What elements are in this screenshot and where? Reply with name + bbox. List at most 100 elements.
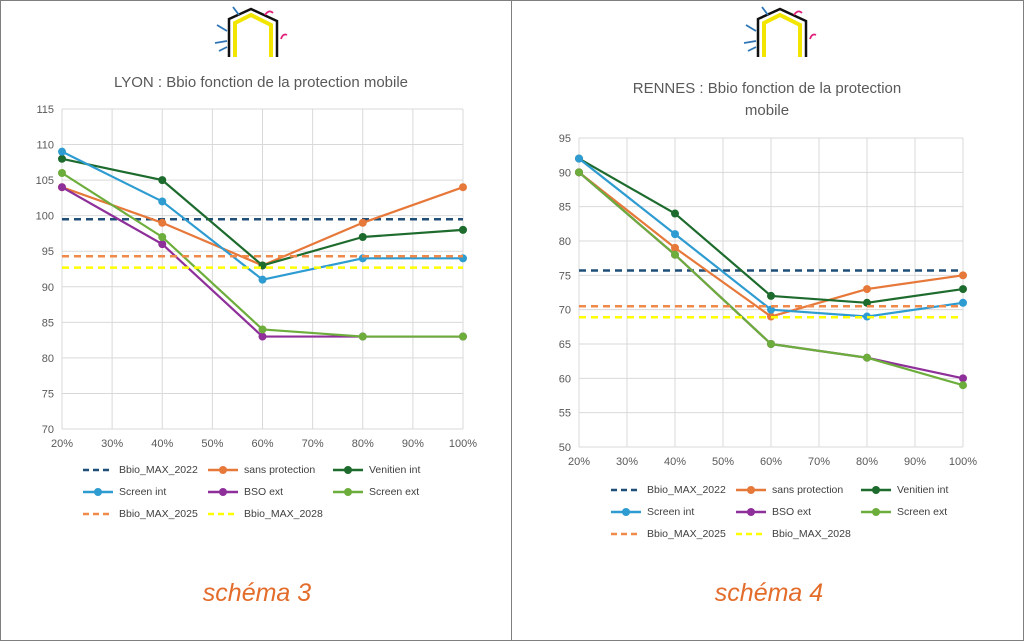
legend-label: Venitien int bbox=[897, 484, 949, 496]
y-tick-label: 115 bbox=[36, 104, 54, 116]
data-point-screen-ext bbox=[767, 340, 775, 348]
y-tick-label: 70 bbox=[559, 305, 571, 317]
y-tick-label: 60 bbox=[559, 373, 571, 385]
legend-swatch bbox=[83, 468, 113, 472]
legend-swatch bbox=[83, 512, 113, 516]
data-point-sans-protection bbox=[959, 271, 967, 280]
chart-title: RENNES : Bbio fonction de la protection … bbox=[632, 80, 902, 119]
y-tick-label: 90 bbox=[42, 282, 54, 294]
data-point-screen-int bbox=[575, 154, 583, 163]
legend-swatch bbox=[208, 488, 238, 496]
data-point-bso-ext bbox=[58, 183, 66, 192]
data-point-venitien-int bbox=[358, 233, 367, 241]
legend-swatch bbox=[611, 532, 641, 536]
legend-swatch bbox=[208, 466, 238, 474]
legend-label: BSO ext bbox=[772, 506, 812, 518]
line-chart-lyon: 70 75 80 85 90 95 100 105 110 115 20% 30% 40% 50% 60% 7… bbox=[36, 104, 478, 450]
chart-panel-rennes: RENNES : Bbio fonction de la protection … bbox=[511, 0, 1024, 641]
line-chart-rennes: 50 55 60 65 70 75 80 85 90 95 20% 30% 40% 50% 60% 70% 80… bbox=[559, 133, 978, 468]
data-point-venitien-int bbox=[158, 176, 167, 185]
y-tick-label: 70 bbox=[42, 424, 54, 436]
legend-label: Bbio_MAX_2025 bbox=[647, 528, 726, 540]
schema-caption: schéma 3 bbox=[202, 579, 312, 607]
legend-swatch bbox=[861, 508, 891, 516]
x-tick-label: 50% bbox=[201, 438, 223, 450]
legend-swatch bbox=[736, 508, 766, 516]
y-tick-label: 85 bbox=[42, 317, 54, 329]
y-tick-label: 95 bbox=[559, 133, 571, 145]
chart-legend: Bbio_MAX_2022 sans protection Venitien int… bbox=[512, 483, 1017, 548]
legend-swatch bbox=[83, 488, 113, 496]
legend-swatch bbox=[208, 512, 238, 516]
data-point-sans-protection bbox=[459, 183, 467, 192]
y-tick-label: 75 bbox=[42, 388, 54, 400]
x-tick-label: 30% bbox=[616, 456, 638, 468]
legend-swatch bbox=[736, 486, 766, 494]
data-point-sans-protection bbox=[863, 285, 871, 294]
chart-title: LYON : Bbio fonction de la protection mo… bbox=[113, 74, 409, 91]
y-tick-label: 90 bbox=[559, 167, 571, 179]
y-tick-label: 95 bbox=[42, 246, 54, 258]
x-tick-label: 80% bbox=[352, 438, 374, 450]
x-tick-label: 60% bbox=[760, 456, 782, 468]
y-tick-label: 55 bbox=[559, 408, 571, 420]
x-tick-label: 100% bbox=[449, 438, 477, 450]
legend-label: Screen int bbox=[647, 506, 695, 518]
legend-label: Screen int bbox=[119, 486, 167, 498]
x-tick-label: 30% bbox=[101, 438, 123, 450]
x-tick-label: 100% bbox=[949, 456, 977, 468]
legend-swatch bbox=[333, 488, 363, 496]
y-tick-label: 50 bbox=[559, 442, 571, 454]
x-tick-label: 20% bbox=[51, 438, 73, 450]
legend-swatch bbox=[611, 508, 641, 516]
legend-label: Bbio_MAX_2025 bbox=[119, 508, 198, 520]
data-point-bso-ext bbox=[258, 332, 267, 341]
data-point-screen-int bbox=[58, 147, 66, 156]
x-tick-label: 60% bbox=[251, 438, 273, 450]
data-point-bso-ext bbox=[158, 240, 167, 249]
data-point-screen-ext bbox=[459, 332, 467, 341]
legend-label: Screen ext bbox=[897, 506, 948, 518]
data-point-screen-ext bbox=[959, 381, 967, 390]
chart-legend: Bbio_MAX_2022 sans protection Venitien int… bbox=[1, 463, 506, 533]
data-point-bso-ext bbox=[959, 374, 967, 383]
data-point-screen-ext bbox=[258, 325, 267, 334]
data-point-sans-protection bbox=[671, 243, 679, 252]
x-tick-label: 80% bbox=[856, 456, 878, 468]
data-point-venitien-int bbox=[58, 154, 66, 163]
data-point-screen-int bbox=[158, 197, 167, 206]
legend-label: Bbio_MAX_2022 bbox=[119, 464, 198, 476]
legend-swatch bbox=[736, 532, 766, 536]
data-point-screen-int bbox=[767, 305, 775, 314]
y-tick-label: 65 bbox=[559, 339, 571, 351]
data-point-screen-ext bbox=[358, 332, 367, 341]
y-tick-label: 75 bbox=[559, 270, 571, 282]
legend-swatch bbox=[611, 488, 641, 492]
y-tick-label: 80 bbox=[42, 353, 54, 365]
y-tick-label: 110 bbox=[36, 140, 54, 152]
data-point-venitien-int bbox=[767, 291, 775, 300]
data-point-venitien-int bbox=[671, 209, 679, 218]
house-icon bbox=[743, 6, 817, 57]
data-point-screen-ext bbox=[158, 233, 167, 241]
data-point-venitien-int bbox=[459, 225, 467, 234]
x-tick-label: 70% bbox=[302, 438, 324, 450]
x-tick-label: 40% bbox=[664, 456, 686, 468]
legend-label: BSO ext bbox=[244, 486, 284, 498]
legend-label: Venitien int bbox=[369, 464, 421, 476]
data-point-screen-ext bbox=[58, 169, 66, 177]
y-tick-label: 100 bbox=[36, 211, 54, 223]
chart-panel-lyon: LYON : Bbio fonction de la protection mo… bbox=[0, 0, 512, 641]
legend-label: Bbio_MAX_2028 bbox=[244, 508, 323, 520]
legend-label: Bbio_MAX_2028 bbox=[772, 528, 851, 540]
x-tick-label: 20% bbox=[568, 456, 590, 468]
legend-label: sans protection bbox=[244, 464, 316, 476]
x-tick-label: 90% bbox=[402, 438, 424, 450]
schema-caption: schéma 4 bbox=[714, 579, 824, 607]
data-point-screen-ext bbox=[575, 168, 583, 177]
x-tick-label: 70% bbox=[808, 456, 830, 468]
data-point-venitien-int bbox=[863, 298, 871, 307]
house-icon bbox=[214, 6, 288, 57]
data-point-screen-int bbox=[671, 230, 679, 239]
data-point-screen-int bbox=[258, 275, 267, 284]
